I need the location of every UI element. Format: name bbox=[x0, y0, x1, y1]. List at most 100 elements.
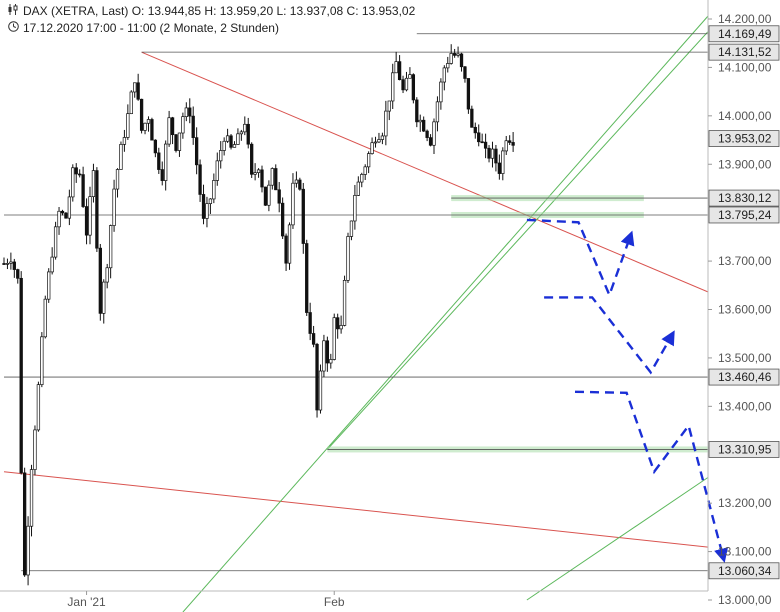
candle-body bbox=[91, 170, 96, 197]
candle-body bbox=[322, 340, 326, 372]
horizontal-level-layer bbox=[4, 33, 708, 572]
candle-body bbox=[291, 182, 295, 226]
price-tick-label: 14.000,00 bbox=[718, 109, 772, 123]
candle-body bbox=[315, 343, 319, 411]
candle-body bbox=[122, 137, 127, 145]
candle-body bbox=[191, 115, 195, 138]
trendline-1 bbox=[3, 471, 708, 548]
candle-body bbox=[60, 210, 65, 214]
candle-body bbox=[239, 131, 244, 135]
candle-body bbox=[74, 167, 78, 175]
candle-body bbox=[19, 277, 23, 474]
range-text: 17.12.2020 17:00 - 11:00 (2 Monate, 2 St… bbox=[23, 21, 279, 35]
candle-body bbox=[325, 340, 330, 364]
candle-body bbox=[136, 82, 140, 100]
candle-body bbox=[384, 110, 388, 137]
candle-body bbox=[33, 429, 37, 470]
level-label-1: 14.131,52 bbox=[708, 43, 780, 61]
level-label-2: 13.830,12 bbox=[708, 189, 780, 207]
candle-body bbox=[470, 108, 474, 128]
candle-body bbox=[181, 116, 185, 134]
price-tick-label: 13.900,00 bbox=[718, 157, 772, 171]
level-label-0-box bbox=[708, 25, 780, 43]
candle-body bbox=[9, 261, 13, 264]
candle-body bbox=[119, 144, 123, 170]
candle-body bbox=[219, 150, 223, 162]
candle-body bbox=[194, 137, 199, 166]
candle-body bbox=[298, 179, 302, 190]
candle-body bbox=[373, 141, 378, 144]
price-tick-label: 13.600,00 bbox=[718, 303, 772, 317]
candle-body bbox=[236, 133, 240, 145]
candle-body bbox=[201, 194, 206, 219]
candle-body bbox=[150, 119, 154, 141]
candle-body bbox=[311, 333, 316, 345]
candle-body bbox=[511, 142, 515, 146]
candle-body bbox=[501, 150, 505, 174]
candle-body bbox=[418, 119, 422, 123]
candle-body bbox=[508, 140, 512, 143]
candle-body bbox=[356, 181, 360, 196]
candle-body bbox=[170, 117, 175, 136]
candle-body bbox=[215, 160, 219, 181]
candle-body bbox=[208, 198, 213, 204]
price-tick-label: 13.200,00 bbox=[718, 496, 772, 510]
price-tick-label: 14.200,00 bbox=[718, 12, 772, 26]
candle-body bbox=[363, 166, 367, 175]
candle-body bbox=[342, 280, 347, 326]
candle-body bbox=[428, 137, 433, 146]
candle-body bbox=[50, 256, 54, 273]
level-label-5-box bbox=[708, 441, 780, 458]
candle-body bbox=[253, 172, 257, 175]
candle-body bbox=[129, 91, 133, 115]
candle-body bbox=[64, 212, 68, 219]
candle-body bbox=[401, 79, 405, 91]
level-label-4-text: 13.460,46 bbox=[718, 370, 772, 384]
level-label-3-box bbox=[708, 206, 780, 224]
level-label-6: 13.060,34 bbox=[708, 562, 780, 580]
candle-body bbox=[415, 99, 419, 123]
candle-body bbox=[115, 169, 120, 190]
candle-body bbox=[225, 135, 230, 142]
level-label-1-box bbox=[708, 43, 780, 61]
candle-body bbox=[380, 135, 385, 140]
level-label-5: 13.310,95 bbox=[708, 441, 780, 458]
chart-header-ohlc: DAX (XETRA, Last) O: 13.944,85 H: 13.959… bbox=[6, 4, 415, 18]
candle-body bbox=[139, 98, 144, 131]
candle-body bbox=[250, 143, 254, 175]
candle-body bbox=[339, 325, 343, 330]
candle-body bbox=[188, 107, 192, 117]
candle-body bbox=[260, 169, 264, 188]
candle-body bbox=[112, 188, 116, 226]
candle-body bbox=[360, 174, 364, 183]
candle-body bbox=[53, 226, 58, 258]
candle-body bbox=[267, 184, 271, 206]
candle-body bbox=[473, 126, 477, 134]
candle-body bbox=[329, 359, 333, 364]
candle-body bbox=[425, 130, 429, 138]
candle-body bbox=[40, 336, 44, 385]
candle-body bbox=[222, 140, 226, 151]
trendline-3 bbox=[326, 30, 708, 450]
candle-body bbox=[404, 77, 409, 91]
candle-body bbox=[167, 117, 171, 145]
time-axis: Jan '21 Feb bbox=[0, 590, 708, 609]
scenario-layer bbox=[526, 218, 729, 563]
candle-body bbox=[263, 186, 268, 206]
candle-body bbox=[294, 179, 299, 184]
level-label-6-text: 13.060,34 bbox=[718, 564, 772, 578]
candle-body bbox=[466, 78, 471, 110]
ohlc-text: DAX (XETRA, Last) O: 13.944,85 H: 13.959… bbox=[23, 4, 416, 18]
candle-body bbox=[353, 195, 357, 222]
candle-body bbox=[394, 61, 398, 74]
candle-body bbox=[487, 147, 491, 159]
candle-body bbox=[29, 469, 34, 527]
level-label-3: 13.795,24 bbox=[708, 206, 780, 224]
candle-body bbox=[336, 317, 340, 330]
candle-body bbox=[435, 101, 440, 123]
candle-body bbox=[483, 141, 488, 149]
candle-body bbox=[446, 63, 450, 69]
candle-body bbox=[184, 107, 188, 118]
candle-body bbox=[449, 53, 453, 64]
